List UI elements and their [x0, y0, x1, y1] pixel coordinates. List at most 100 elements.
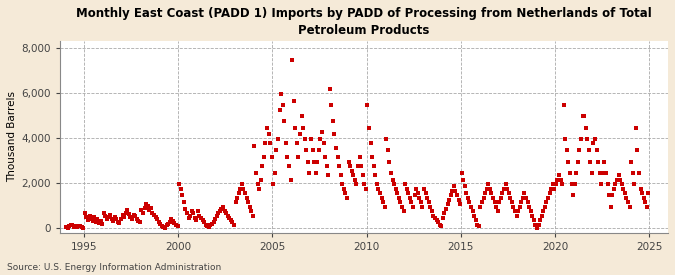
Point — [260, 141, 271, 146]
Point — [92, 217, 103, 222]
Point — [111, 217, 122, 222]
Point — [180, 207, 191, 211]
Point — [142, 204, 153, 208]
Point — [114, 221, 125, 225]
Point — [243, 200, 254, 204]
Point — [80, 211, 90, 216]
Point — [90, 220, 101, 225]
Point — [639, 195, 649, 200]
Point — [580, 125, 591, 130]
Point — [97, 222, 107, 226]
Point — [293, 155, 304, 159]
Point — [599, 159, 610, 164]
Point — [152, 217, 163, 222]
Point — [343, 159, 354, 164]
Point — [255, 177, 266, 182]
Point — [566, 182, 577, 186]
Point — [299, 137, 310, 141]
Point — [196, 216, 207, 220]
Point — [510, 209, 520, 213]
Point — [590, 137, 601, 141]
Point — [500, 182, 511, 186]
Point — [120, 210, 131, 215]
Point — [415, 200, 426, 204]
Point — [464, 200, 475, 204]
Point — [334, 164, 345, 168]
Point — [199, 220, 210, 225]
Point — [387, 177, 398, 182]
Point — [574, 148, 585, 152]
Point — [448, 184, 459, 188]
Point — [197, 218, 208, 222]
Point — [385, 170, 396, 175]
Point — [412, 191, 423, 195]
Point — [359, 182, 370, 186]
Point — [620, 191, 630, 195]
Point — [511, 213, 522, 218]
Point — [205, 223, 216, 227]
Point — [345, 164, 356, 168]
Point — [622, 200, 633, 204]
Point — [279, 119, 290, 123]
Point — [403, 191, 414, 195]
Point — [215, 209, 225, 213]
Point — [246, 209, 256, 213]
Point — [487, 195, 498, 200]
Point — [469, 213, 480, 218]
Point — [452, 193, 462, 197]
Point — [535, 218, 545, 222]
Point — [183, 216, 194, 220]
Point — [547, 182, 558, 186]
Point — [550, 182, 561, 186]
Point — [76, 225, 87, 229]
Point — [155, 222, 165, 226]
Point — [257, 164, 268, 168]
Point — [568, 193, 578, 197]
Point — [252, 182, 263, 186]
Point — [216, 207, 227, 211]
Point — [595, 170, 605, 175]
Point — [473, 224, 484, 229]
Point — [472, 222, 483, 227]
Point — [219, 209, 230, 213]
Point — [354, 155, 365, 159]
Point — [61, 225, 72, 229]
Point — [207, 222, 217, 226]
Point — [545, 186, 556, 191]
Point — [418, 186, 429, 191]
Point — [241, 195, 252, 200]
Point — [331, 146, 342, 150]
Point — [450, 189, 461, 193]
Point — [148, 213, 159, 217]
Point — [612, 177, 622, 182]
Point — [285, 177, 296, 182]
Point — [398, 209, 409, 213]
Point — [582, 137, 593, 141]
Point — [504, 191, 514, 195]
Point — [221, 211, 232, 216]
Point — [351, 182, 362, 186]
Point — [441, 207, 452, 211]
Point — [338, 186, 349, 191]
Point — [577, 114, 588, 119]
Point — [190, 216, 200, 220]
Point — [301, 148, 312, 152]
Point — [427, 209, 437, 213]
Point — [569, 182, 580, 186]
Point — [113, 219, 124, 224]
Point — [302, 159, 313, 164]
Point — [108, 219, 119, 223]
Point — [485, 186, 495, 191]
Point — [525, 209, 536, 213]
Point — [164, 219, 175, 224]
Point — [537, 213, 547, 218]
Point — [443, 198, 454, 202]
Point — [115, 217, 126, 222]
Point — [173, 182, 184, 186]
Point — [621, 195, 632, 200]
Point — [587, 170, 597, 175]
Point — [327, 119, 338, 123]
Point — [395, 200, 406, 204]
Point — [360, 186, 371, 191]
Point — [275, 92, 286, 96]
